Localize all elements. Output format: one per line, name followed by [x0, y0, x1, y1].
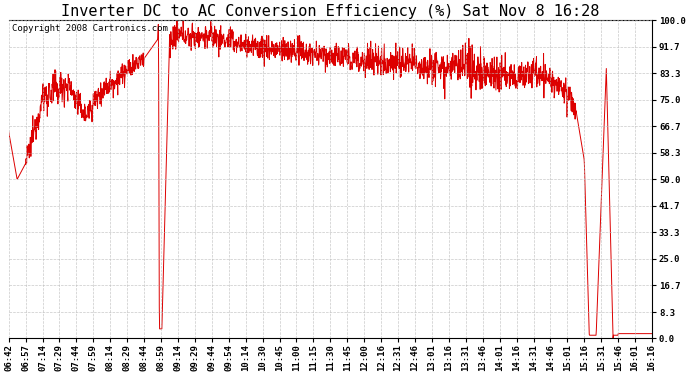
- Text: Copyright 2008 Cartronics.com: Copyright 2008 Cartronics.com: [12, 24, 168, 33]
- Title: Inverter DC to AC Conversion Efficiency (%) Sat Nov 8 16:28: Inverter DC to AC Conversion Efficiency …: [61, 4, 600, 19]
